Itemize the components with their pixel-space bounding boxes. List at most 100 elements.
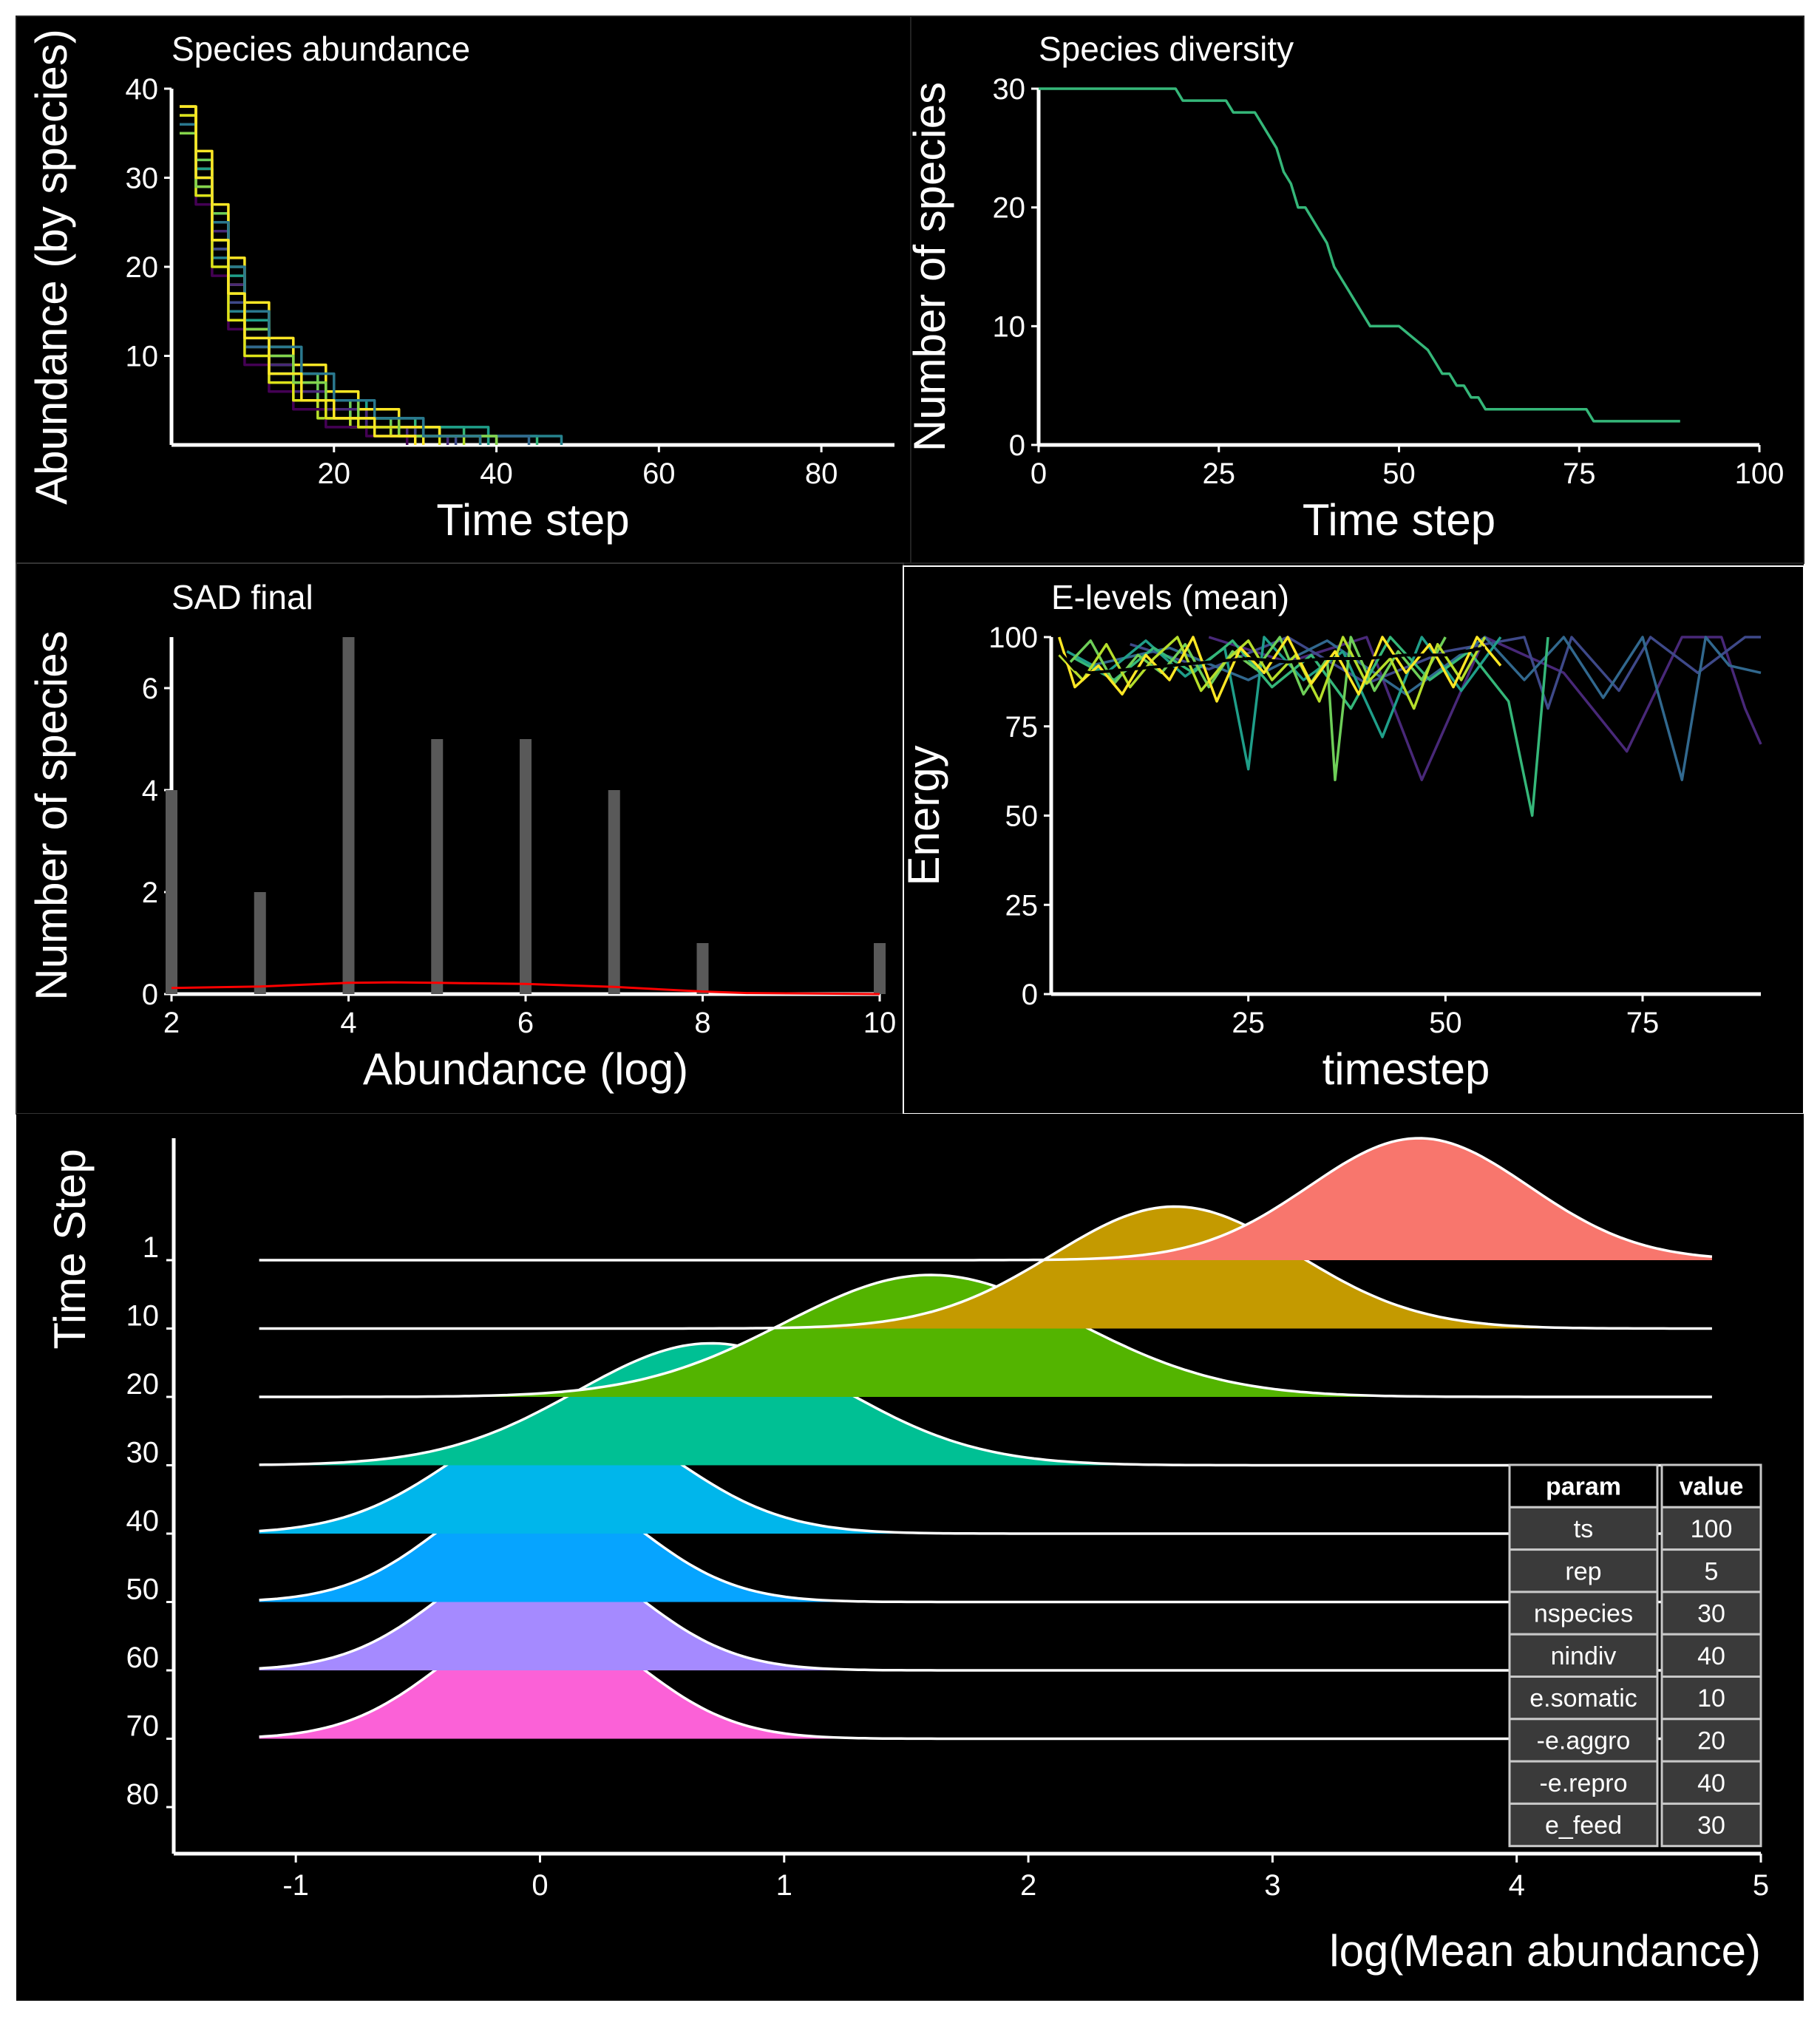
y-tick-label: 80 bbox=[126, 1778, 160, 1811]
ridge-area bbox=[259, 1480, 1712, 1602]
chart-title: Species abundance bbox=[172, 30, 470, 68]
y-tick-label: 0 bbox=[142, 979, 158, 1011]
ridge-outline bbox=[259, 1341, 1712, 1467]
table-cell bbox=[1660, 1802, 1762, 1848]
ridge-area bbox=[259, 1616, 1712, 1739]
energy-series-line bbox=[1066, 636, 1502, 771]
y-tick-label: 25 bbox=[1005, 889, 1039, 922]
y-tick-label: 30 bbox=[126, 1437, 160, 1469]
y-tick-label: 4 bbox=[142, 775, 158, 807]
y-tick-label: 2 bbox=[142, 877, 158, 909]
y-tick-label: 10 bbox=[126, 341, 159, 373]
sad-bar bbox=[431, 739, 444, 994]
panel-diversity bbox=[910, 16, 1804, 564]
x-tick-label: 60 bbox=[642, 458, 676, 490]
sad-bar bbox=[874, 943, 886, 994]
ridge-outline bbox=[259, 1137, 1713, 1262]
y-tick-label: 40 bbox=[126, 1505, 160, 1537]
x-tick-label: 75 bbox=[1563, 458, 1596, 490]
sad-bar bbox=[520, 739, 532, 994]
sad-density-line bbox=[171, 981, 880, 996]
y-tick-label: 10 bbox=[126, 1300, 160, 1333]
ridge-area bbox=[259, 1548, 1712, 1670]
y-axis-title: Energy bbox=[899, 745, 948, 885]
ridge-outline bbox=[259, 1205, 1712, 1330]
table-cell bbox=[1660, 1718, 1762, 1763]
energy-series-line bbox=[1058, 636, 1487, 710]
x-tick-label: 8 bbox=[694, 1007, 710, 1039]
x-tick-label: 6 bbox=[517, 1007, 534, 1039]
table-cell bbox=[1660, 1506, 1762, 1551]
x-tick-label: 4 bbox=[340, 1007, 356, 1039]
x-tick-label: 5 bbox=[1753, 1869, 1769, 1902]
table-value: 100 bbox=[1691, 1515, 1733, 1543]
table-param: e_feed bbox=[1545, 1812, 1622, 1840]
y-tick-label: 10 bbox=[993, 310, 1026, 343]
sad-bar bbox=[696, 943, 709, 994]
energy-series-line bbox=[1058, 636, 1502, 703]
panel-energy bbox=[903, 565, 1804, 1115]
table-cell bbox=[1660, 1633, 1762, 1678]
chart-title: Species diversity bbox=[1039, 30, 1294, 68]
x-tick-label: 25 bbox=[1203, 458, 1236, 490]
chart-title: SAD final bbox=[172, 578, 313, 616]
y-axis-title: Abundance (by species) bbox=[27, 29, 76, 505]
panel-abundance bbox=[16, 16, 911, 564]
sad-bar bbox=[608, 790, 620, 994]
y-tick-label: 40 bbox=[126, 73, 159, 106]
x-tick-label: 50 bbox=[1429, 1007, 1462, 1039]
x-tick-label: 0 bbox=[1030, 458, 1047, 490]
table-cell bbox=[1660, 1676, 1762, 1721]
param-table: param value ts 100 rep 5 nspecies 30 nindiv 40 e.s… bbox=[1508, 1463, 1762, 1848]
x-tick-label: 2 bbox=[1020, 1869, 1036, 1902]
ridge-outline bbox=[259, 1273, 1712, 1398]
table-param: nindiv bbox=[1551, 1642, 1617, 1670]
table-header: value bbox=[1680, 1473, 1744, 1501]
y-tick-label: 1 bbox=[143, 1231, 159, 1264]
x-axis-title: Abundance (log) bbox=[363, 1044, 688, 1094]
table-cell bbox=[1508, 1463, 1659, 1509]
table-cell bbox=[1660, 1760, 1762, 1805]
table-value: 40 bbox=[1697, 1642, 1725, 1670]
x-tick-label: 100 bbox=[1735, 458, 1785, 490]
table-param: e.somatic bbox=[1529, 1684, 1637, 1712]
x-tick-label: 10 bbox=[863, 1007, 897, 1039]
x-tick-label: 25 bbox=[1232, 1007, 1265, 1039]
y-tick-label: 30 bbox=[993, 73, 1026, 106]
y-tick-label: 50 bbox=[126, 1574, 160, 1606]
y-tick-label: 100 bbox=[988, 622, 1038, 654]
table-value: 40 bbox=[1697, 1769, 1725, 1797]
table-param: rep bbox=[1565, 1557, 1601, 1585]
sad-bar bbox=[166, 790, 177, 994]
ridge-area bbox=[259, 1275, 1712, 1397]
panel-sad bbox=[16, 562, 904, 1115]
table-value: 30 bbox=[1697, 1600, 1725, 1628]
x-tick-label: 2 bbox=[163, 1007, 180, 1039]
x-tick-label: 0 bbox=[532, 1869, 548, 1902]
table-cell bbox=[1660, 1463, 1762, 1509]
y-tick-label: 0 bbox=[1022, 979, 1038, 1011]
table-value: 30 bbox=[1697, 1812, 1725, 1840]
x-tick-label: 80 bbox=[805, 458, 838, 490]
table-value: 5 bbox=[1705, 1557, 1719, 1585]
x-axis-title: timestep bbox=[1322, 1044, 1490, 1094]
y-tick-label: 0 bbox=[1009, 429, 1025, 462]
y-tick-label: 20 bbox=[126, 251, 159, 284]
x-tick-label: 20 bbox=[318, 458, 351, 490]
x-tick-label: -1 bbox=[282, 1869, 309, 1902]
sad-bar bbox=[342, 637, 355, 994]
x-tick-label: 40 bbox=[480, 458, 513, 490]
table-cell bbox=[1660, 1591, 1762, 1636]
y-axis-title: Time Step bbox=[45, 1149, 95, 1349]
y-tick-label: 20 bbox=[993, 192, 1026, 225]
table-header: param bbox=[1546, 1473, 1621, 1501]
ridge-area bbox=[259, 1343, 1712, 1466]
ridge-area bbox=[259, 1206, 1712, 1329]
table-param: nspecies bbox=[1534, 1600, 1633, 1628]
energy-series-line bbox=[1066, 636, 1447, 781]
chart-title: E-levels (mean) bbox=[1051, 578, 1289, 616]
x-tick-label: 3 bbox=[1264, 1869, 1280, 1902]
table-param: -e.aggro bbox=[1537, 1727, 1631, 1755]
